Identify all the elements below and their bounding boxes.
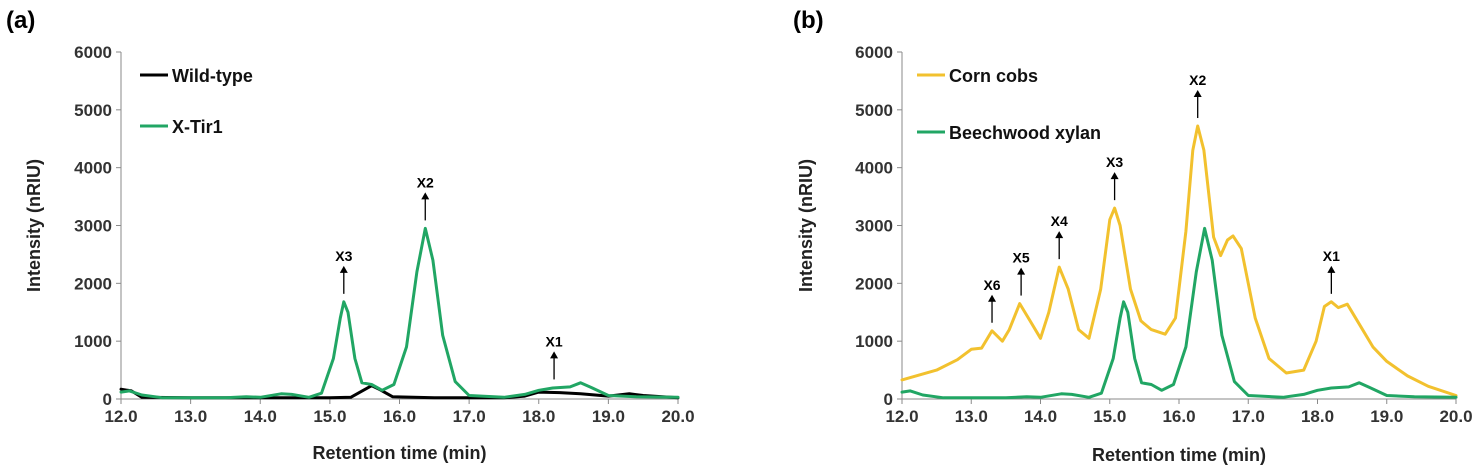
y-tick-label: 1000 (74, 332, 112, 351)
x-tick-label: 13.0 (955, 407, 988, 426)
chart-panel-b: (b) 0 1000 2000 3000 4000 5000 6000 12.0 13.0 14.0… (793, 7, 1473, 465)
y-tick-label: 6000 (855, 43, 893, 62)
series-line-x-tir1 (119, 226, 680, 400)
y-tick-label: 4000 (74, 159, 112, 178)
peak-annotation-x3: X3 (1106, 154, 1123, 201)
annotation-label: X3 (335, 248, 352, 264)
series-line-corn-cobs (900, 124, 1458, 397)
annotation-label: X4 (1051, 213, 1068, 229)
chart-panel-a: (a) 0 1000 2000 3000 4000 5000 6000 12.0 13.0 14.0… (6, 7, 695, 463)
legend-label: Beechwood xylan (949, 123, 1101, 143)
annotation-label: X6 (983, 277, 1000, 293)
x-tick-label: 12.0 (104, 407, 137, 426)
x-tick-label: 15.0 (313, 407, 346, 426)
arrow-up-icon (1017, 267, 1026, 275)
x-axis-title: Retention time (min) (313, 443, 487, 463)
peak-annotation-x3: X3 (335, 248, 353, 294)
x-tick-label: 18.0 (522, 407, 555, 426)
arrow-up-icon (1327, 265, 1336, 273)
arrow-up-icon (1055, 231, 1064, 239)
arrow-up-icon (421, 192, 430, 200)
x-tick-label: 16.0 (383, 407, 416, 426)
x-tick-label: 15.0 (1093, 407, 1126, 426)
arrow-up-icon (550, 351, 559, 359)
y-tick-label: 4000 (855, 159, 893, 178)
x-tick-label: 20.0 (1439, 407, 1472, 426)
y-tick-label: 1000 (855, 332, 893, 351)
x-tick-label: 14.0 (1024, 407, 1057, 426)
arrow-up-icon (339, 265, 348, 273)
x-tick-label: 17.0 (1232, 407, 1265, 426)
y-tick-label: 0 (103, 390, 112, 409)
x-tick-label: 16.0 (1162, 407, 1195, 426)
x-tick-label: 14.0 (244, 407, 277, 426)
peak-annotation-x1: X1 (546, 333, 563, 380)
y-tick-label: 5000 (74, 101, 112, 120)
x-tick-label: 18.0 (1301, 407, 1334, 426)
panel-label: (b) (793, 7, 824, 34)
peak-annotation-x2: X2 (417, 174, 434, 221)
annotation-label: X3 (1106, 154, 1123, 170)
y-tick-label: 6000 (74, 43, 112, 62)
y-tick-label: 3000 (74, 217, 112, 236)
y-axis-title: Intensity (nRIU) (24, 159, 44, 292)
x-tick-label: 17.0 (453, 407, 486, 426)
legend-label: Wild-type (172, 66, 253, 86)
legend-label: Corn cobs (949, 66, 1038, 86)
arrow-up-icon (988, 294, 997, 302)
annotation-label: X2 (417, 174, 434, 190)
legend-label: X-Tir1 (172, 117, 223, 137)
y-tick-label: 2000 (74, 274, 112, 293)
x-tick-label: 19.0 (592, 407, 625, 426)
peak-annotation-x2: X2 (1189, 72, 1206, 119)
annotation-label: X1 (546, 333, 563, 349)
panel-label: (a) (6, 7, 35, 34)
y-tick-label: 3000 (855, 217, 893, 236)
peak-annotation-x4: X4 (1051, 213, 1068, 260)
x-tick-label: 12.0 (885, 407, 918, 426)
peak-annotation-x5: X5 (1013, 250, 1030, 296)
x-tick-label: 13.0 (174, 407, 207, 426)
y-axis-title: Intensity (nRIU) (796, 159, 816, 292)
annotation-label: X1 (1323, 248, 1340, 264)
y-tick-label: 2000 (855, 274, 893, 293)
y-tick-label: 0 (884, 390, 893, 409)
arrow-up-icon (1193, 90, 1202, 98)
x-axis-title: Retention time (min) (1092, 445, 1266, 465)
annotation-label: X2 (1189, 72, 1206, 88)
x-tick-label: 19.0 (1370, 407, 1403, 426)
series-line-beechwood-xylan (900, 226, 1458, 400)
peak-annotation-x1: X1 (1323, 248, 1340, 294)
arrow-up-icon (1110, 172, 1119, 180)
y-tick-label: 5000 (855, 101, 893, 120)
x-tick-label: 20.0 (661, 407, 694, 426)
annotation-label: X5 (1013, 250, 1030, 266)
peak-annotation-x6: X6 (983, 277, 1001, 323)
